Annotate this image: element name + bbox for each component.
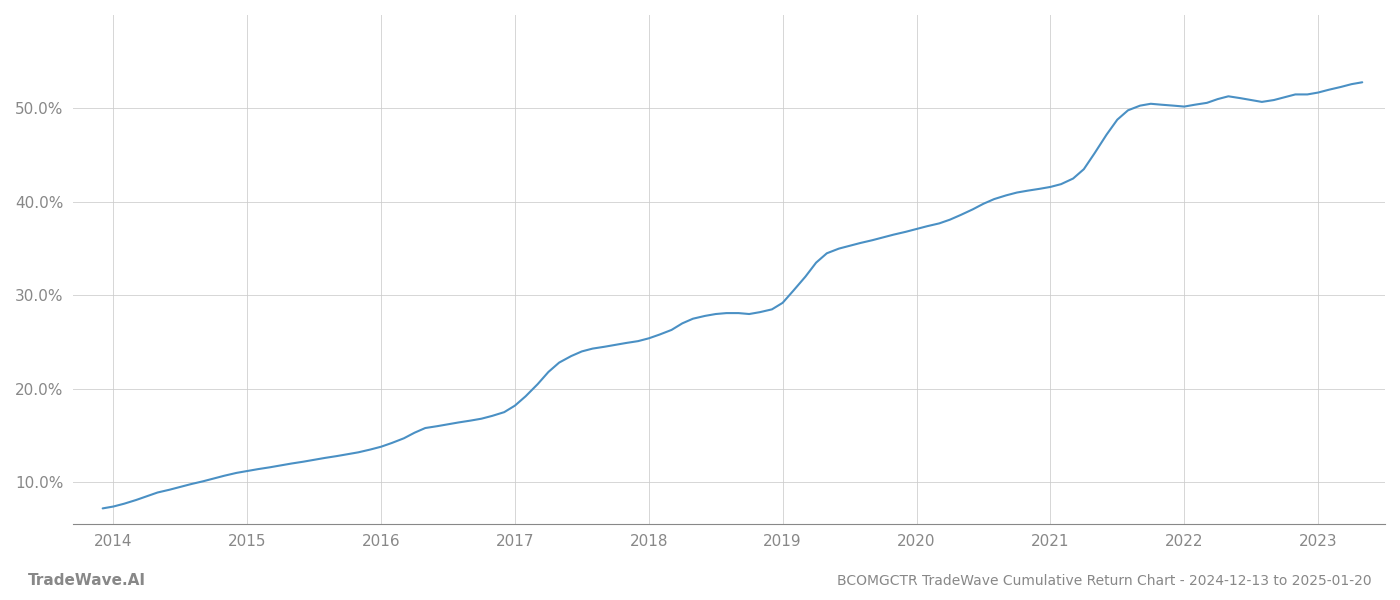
Text: BCOMGCTR TradeWave Cumulative Return Chart - 2024-12-13 to 2025-01-20: BCOMGCTR TradeWave Cumulative Return Cha… <box>837 574 1372 588</box>
Text: TradeWave.AI: TradeWave.AI <box>28 573 146 588</box>
